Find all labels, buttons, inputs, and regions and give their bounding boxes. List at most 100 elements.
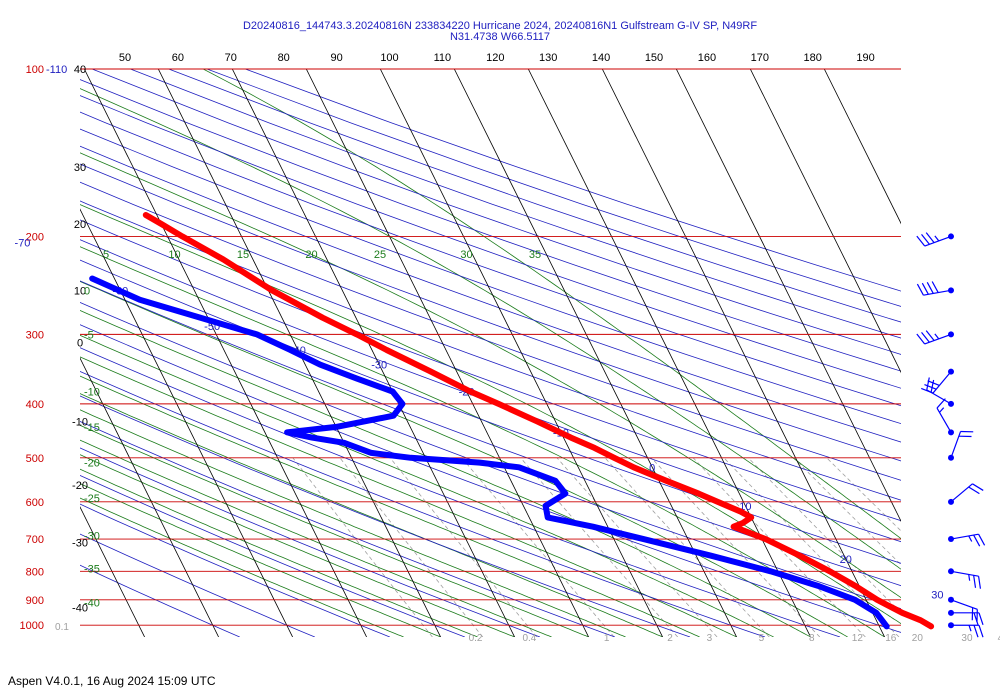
wind-barb-staff — [936, 407, 952, 433]
wind-barb-flag — [924, 384, 937, 390]
mixing-ratio-label: 8 — [809, 633, 815, 644]
wind-barb-flag — [921, 234, 930, 245]
mixing-ratio-label: 40 — [998, 633, 1000, 644]
wind-barb-flag — [978, 612, 984, 626]
left-axis-label: 40 — [74, 64, 86, 76]
dry-adiabat-line — [80, 533, 315, 637]
pressure-label: 1000 — [20, 620, 44, 632]
wind-barb-staff — [924, 333, 952, 345]
mixing-ratio-label: 3 — [707, 633, 713, 644]
mixing-ratio-label: 16 — [885, 633, 897, 644]
pressure-label: 100 — [26, 64, 44, 76]
wind-barb-staff — [950, 431, 962, 458]
dewpoint-profile-line — [89, 275, 890, 630]
wind-barb — [916, 281, 954, 296]
top-axis-label: 110 — [434, 52, 452, 64]
wind-barb-half-flag — [968, 535, 973, 542]
pressure-label: 900 — [26, 595, 44, 607]
dry-adiabat-line — [80, 219, 901, 522]
mixing-ratio-label: 2 — [667, 633, 673, 644]
isotherm-label: 30 — [931, 589, 943, 601]
moist-adiabat-label: -30 — [84, 531, 100, 543]
mixing-ratio-label: 0.4 — [522, 633, 536, 644]
dry-adiabat-line — [80, 128, 901, 425]
wind-barb-staff — [924, 235, 952, 247]
left-axis-label: 0 — [77, 337, 83, 349]
dry-adiabat-line — [80, 347, 841, 637]
dry-adiabat-line — [80, 163, 901, 462]
moist-adiabat-line — [80, 334, 774, 637]
isotherm-line — [80, 357, 219, 637]
isotherm-label: 20 — [840, 554, 852, 566]
mixing-ratio-label: 12 — [852, 633, 864, 644]
top-axis-label: 150 — [645, 52, 663, 64]
isotherm-line — [527, 69, 811, 637]
isotherm-line — [0, 69, 71, 637]
pressure-label: 800 — [26, 566, 44, 578]
wind-barb-flag — [968, 486, 980, 495]
wind-barb-flag — [973, 534, 981, 547]
moist-adiabat-line — [80, 424, 589, 637]
moist-adiabat-label: -20 — [84, 458, 100, 470]
dry-adiabat-line — [80, 111, 901, 407]
mixing-ratio-line — [389, 457, 538, 637]
wind-barb — [916, 330, 954, 345]
wind-barb-half-flag — [934, 333, 940, 340]
wind-barb — [916, 232, 954, 247]
wind-barb-flag — [930, 379, 935, 393]
isotherm-line — [80, 208, 293, 637]
wind-barb — [948, 609, 984, 626]
top-axis-label: 170 — [751, 52, 769, 64]
left-axis-label: 10 — [74, 285, 86, 297]
moist-adiabat-line — [80, 204, 901, 625]
wind-barb — [926, 377, 954, 407]
moist-adiabat-line — [80, 409, 626, 637]
mixing-ratio-line — [461, 457, 615, 637]
top-axis-label: 190 — [856, 52, 874, 64]
top-axis-label: 180 — [804, 52, 822, 64]
mixing-ratio-line — [604, 457, 770, 637]
moist-adiabat-line — [80, 310, 811, 637]
top-axis-label: 60 — [172, 52, 184, 64]
footer-text: Aspen V4.0.1, 16 Aug 2024 15:09 UTC — [8, 674, 216, 688]
top-axis-label: 50 — [119, 52, 131, 64]
moist-adiabat-line — [80, 439, 552, 637]
wind-barb — [948, 596, 978, 623]
dry-adiabat-line — [80, 95, 901, 389]
wind-barb — [948, 568, 982, 589]
pressure-label: 400 — [26, 399, 44, 411]
dry-adiabat-line — [91, 69, 901, 355]
isotherm-line — [601, 69, 885, 637]
isotherm-line — [80, 506, 145, 637]
mixing-ratio-line — [826, 457, 901, 532]
wind-barb-flag — [973, 575, 977, 588]
moist-adiabat-label: 20 — [305, 249, 317, 261]
moist-adiabat-label: -35 — [84, 563, 100, 575]
mixing-ratio-label: 0.2 — [469, 633, 483, 644]
left-axis-label: -10 — [72, 416, 88, 428]
moist-adiabat-line — [80, 483, 441, 637]
wind-barb — [936, 398, 954, 436]
wind-barb — [948, 430, 974, 461]
wind-barb-flag — [972, 483, 984, 491]
dry-adiabat-line — [245, 69, 901, 292]
moist-adiabat-label: -40 — [84, 597, 100, 609]
mixing-ratio-label: 1 — [604, 633, 610, 644]
wind-barb-flag — [925, 232, 935, 243]
moist-adiabat-line — [80, 152, 901, 599]
wind-barb — [948, 622, 984, 638]
wind-barb-flag — [978, 533, 986, 546]
dry-adiabat-line — [80, 79, 901, 372]
moist-adiabat-label: 15 — [237, 249, 249, 261]
isotherm-line — [305, 69, 589, 637]
left-axis-label: 30 — [74, 162, 86, 174]
mixing-ratio-label: 0.1 — [55, 622, 69, 633]
dry-adiabat-line — [80, 280, 901, 587]
moist-adiabat-label: 0 — [84, 285, 90, 297]
left-axis-label: -30 — [72, 537, 88, 549]
left-axis-label: -40 — [72, 603, 88, 615]
wind-barb-staff — [932, 371, 952, 394]
dry-adiabat-line — [80, 503, 390, 637]
isotherm-line — [379, 69, 663, 637]
wind-barb-staff — [950, 570, 979, 577]
